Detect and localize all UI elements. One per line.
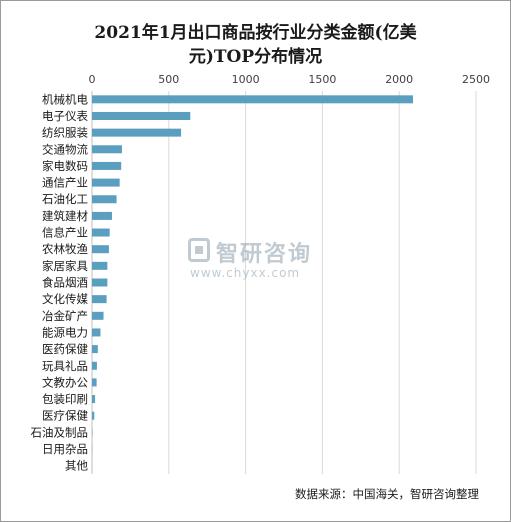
category-label-15: 医药保健 bbox=[42, 342, 88, 356]
bar-14 bbox=[92, 328, 101, 337]
category-label-12: 文化传媒 bbox=[42, 292, 88, 306]
bar-8 bbox=[92, 228, 110, 237]
watermark-brand-text: 智研咨询 bbox=[216, 242, 313, 267]
bar-5 bbox=[92, 178, 120, 187]
x-tick-label-1: 500 bbox=[158, 73, 179, 86]
x-tick-label-2: 1000 bbox=[232, 73, 260, 86]
x-tick-label-5: 2500 bbox=[462, 73, 490, 86]
category-label-8: 信息产业 bbox=[42, 226, 88, 240]
bar-7 bbox=[92, 211, 112, 220]
bar-10 bbox=[92, 261, 108, 270]
category-label-7: 建筑建材 bbox=[42, 209, 88, 223]
category-label-22: 其他 bbox=[65, 459, 88, 473]
source-note: 数据来源：中国海关，智研咨询整理 bbox=[295, 487, 479, 501]
bar-11 bbox=[92, 278, 108, 287]
bar-19 bbox=[92, 411, 95, 420]
bar-17 bbox=[92, 378, 97, 387]
x-tick-label-3: 1500 bbox=[308, 73, 336, 86]
category-label-20: 石油及制品 bbox=[31, 425, 89, 439]
bar-9 bbox=[92, 245, 109, 254]
watermark-url-text: www.chyxx.com bbox=[190, 266, 301, 280]
bar-0 bbox=[92, 95, 414, 104]
bar-18 bbox=[92, 395, 96, 404]
category-label-19: 医疗保健 bbox=[42, 409, 88, 423]
bar-16 bbox=[92, 361, 97, 370]
category-label-10: 家居家具 bbox=[42, 259, 88, 273]
x-tick-label-4: 2000 bbox=[385, 73, 413, 86]
category-label-3: 交通物流 bbox=[42, 142, 88, 156]
category-label-11: 食品烟酒 bbox=[42, 276, 88, 290]
chart-title-line-1: 2021年1月出口商品按行业分类金额(亿美 bbox=[94, 23, 417, 43]
bar-6 bbox=[92, 195, 117, 204]
bar-1 bbox=[92, 111, 191, 120]
category-label-14: 能源电力 bbox=[42, 325, 88, 339]
bar-13 bbox=[92, 311, 104, 320]
category-label-21: 日用杂品 bbox=[42, 442, 88, 456]
category-label-18: 包装印刷 bbox=[42, 392, 88, 406]
watermark-logo-icon bbox=[188, 238, 210, 262]
watermark: 智研咨询 www.chyxx.com bbox=[188, 236, 338, 280]
category-label-1: 电子仪表 bbox=[42, 109, 88, 123]
bar-4 bbox=[92, 161, 122, 170]
bar-2 bbox=[92, 128, 182, 137]
category-label-17: 文教办公 bbox=[42, 375, 88, 389]
category-label-4: 家电数码 bbox=[42, 159, 88, 173]
category-label-9: 农林牧渔 bbox=[42, 242, 88, 256]
category-label-2: 纺织服装 bbox=[42, 126, 88, 140]
category-label-16: 玩具礼品 bbox=[42, 359, 88, 373]
x-tick-label-0: 0 bbox=[89, 73, 96, 86]
category-label-13: 冶金矿产 bbox=[42, 309, 88, 323]
category-label-0: 机械机电 bbox=[42, 92, 88, 106]
category-label-6: 石油化工 bbox=[42, 192, 88, 206]
category-label-5: 通信产业 bbox=[42, 176, 88, 190]
bar-15 bbox=[92, 345, 98, 354]
bar-12 bbox=[92, 295, 107, 304]
bar-3 bbox=[92, 145, 122, 154]
chart-title-line-2: 元)TOP分布情况 bbox=[188, 47, 323, 67]
